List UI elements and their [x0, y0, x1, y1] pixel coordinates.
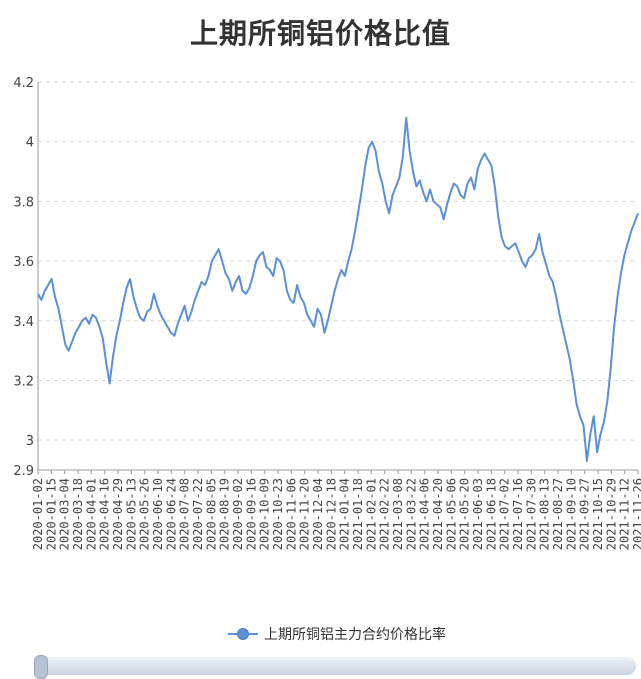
x-tick-label: 2020-12-04 [311, 478, 325, 550]
x-tick-label: 2020-04-29 [111, 478, 125, 550]
x-tick-label: 2020-12-18 [324, 478, 338, 550]
x-tick-label: 2020-06-24 [164, 478, 178, 550]
x-tick-label: 2020-07-22 [191, 478, 205, 550]
y-tick-label: 3.6 [13, 255, 34, 270]
x-tick-label: 2021-05-20 [458, 478, 472, 550]
legend-marker-icon [228, 627, 258, 641]
x-tick-label: 2021-07-02 [498, 478, 512, 550]
x-tick-label: 2021-02-01 [364, 478, 378, 550]
x-tick-label: 2020-01-15 [44, 478, 58, 550]
x-tick-label: 2021-07-30 [524, 478, 538, 550]
x-tick-label: 2020-05-26 [138, 478, 152, 550]
y-tick-label: 4.2 [13, 76, 34, 91]
x-tick-label: 2021-01-04 [338, 478, 352, 550]
x-tick-label: 2020-11-20 [298, 478, 312, 550]
x-tick-label: 2021-03-22 [404, 478, 418, 550]
x-tick-label: 2020-06-10 [151, 478, 165, 550]
chart-title: 上期所铜铝价格比值 [189, 17, 451, 50]
legend[interactable]: 上期所铜铝主力合约价格比率 [228, 624, 446, 644]
y-tick-label: 2.9 [13, 464, 34, 479]
x-tick-label: 2020-09-16 [244, 478, 258, 550]
x-tick-label: 2021-06-18 [484, 478, 498, 550]
x-tick-label: 2021-09-27 [578, 478, 592, 550]
data-zoom-handle[interactable] [34, 655, 48, 679]
legend-label: 上期所铜铝主力合约价格比率 [264, 627, 446, 643]
x-tick-label: 2021-08-27 [551, 478, 565, 550]
x-tick-label: 2021-04-06 [418, 478, 432, 550]
y-axis: 4.2 4 3.8 3.6 3.4 3.2 3 2.9 [13, 76, 39, 479]
x-tick-label: 2021-05-06 [444, 478, 458, 550]
x-tick-label: 2021-06-03 [471, 478, 485, 550]
x-tick-label: 2021-09-10 [564, 478, 578, 550]
x-tick-label: 2020-07-08 [178, 478, 192, 550]
x-tick-label: 2020-04-16 [98, 478, 112, 550]
x-tick-label: 2020-09-02 [231, 478, 245, 550]
x-tick-label: 2020-04-01 [84, 478, 98, 550]
x-tick-label: 2020-03-04 [58, 478, 72, 550]
x-tick-label: 2021-02-22 [378, 478, 392, 550]
grid-lines [38, 81, 638, 441]
x-tick-label: 2020-08-19 [218, 478, 232, 550]
series-layer [37, 116, 639, 462]
y-tick-label: 3.4 [13, 315, 34, 330]
x-tick-label: 2021-07-16 [511, 478, 525, 550]
x-tick-label: 2021-08-13 [538, 478, 552, 550]
x-tick-label: 2021-11-12 [618, 478, 632, 550]
y-tick-label: 3.8 [13, 195, 34, 210]
series-line[interactable] [37, 116, 639, 462]
x-tick-label: 2020-03-18 [71, 478, 85, 550]
x-tick-label: 2020-11-06 [284, 478, 298, 550]
x-tick-label: 2021-10-29 [604, 478, 618, 550]
x-tick-label: 2020-05-13 [124, 478, 138, 550]
data-zoom-slider[interactable] [36, 657, 636, 675]
x-tick-label: 2020-10-23 [271, 478, 285, 550]
x-tick-label: 2020-10-09 [258, 478, 272, 550]
x-tick-label: 2021-10-15 [591, 478, 605, 550]
x-tick-label: 2020-01-02 [31, 478, 45, 550]
x-tick-label: 2021-03-08 [391, 478, 405, 550]
x-tick-label: 2021-11-26 [631, 478, 641, 550]
x-tick-label: 2021-01-18 [351, 478, 365, 550]
y-tick-label: 4 [26, 136, 34, 151]
x-axis: 2020-01-02 2020-01-15 2020-03-04 2020-03-18… [31, 469, 641, 550]
x-tick-label: 2021-04-20 [431, 478, 445, 550]
x-tick-label: 2020-08-05 [204, 478, 218, 550]
y-tick-label: 3 [26, 434, 34, 449]
y-tick-label: 3.2 [13, 374, 34, 389]
